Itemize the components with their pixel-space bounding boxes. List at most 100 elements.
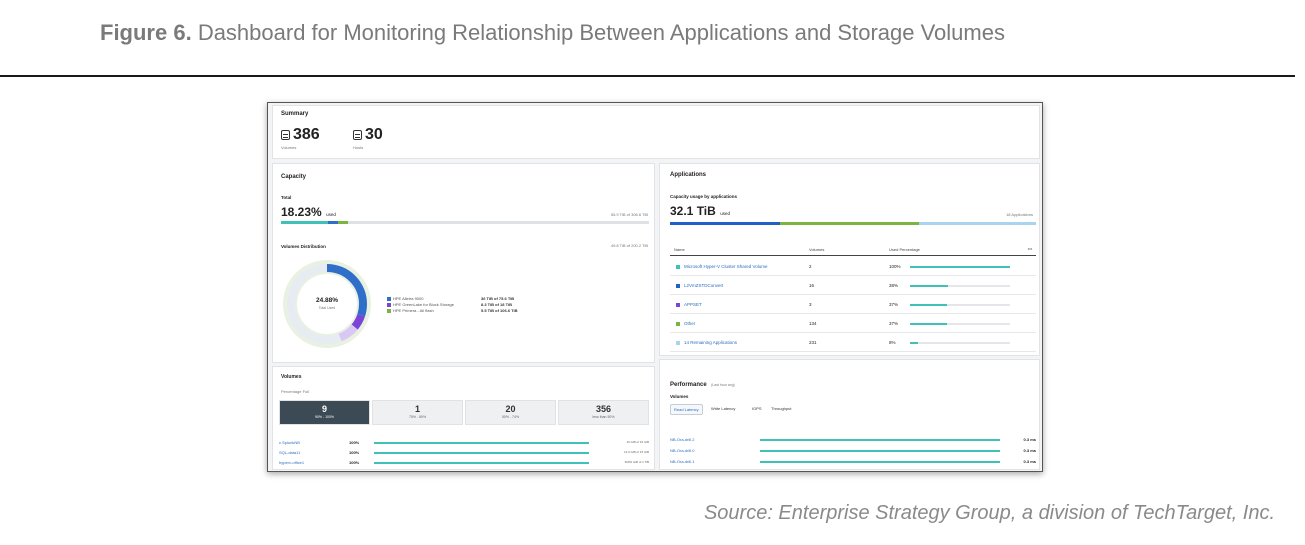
tab-performance-metric[interactable]: Throughput [771, 406, 792, 411]
volume-bar-fill [374, 442, 589, 444]
col-name[interactable]: Name [674, 247, 685, 252]
volume-size: 300% GiB of 1 TiB [624, 460, 649, 464]
volume-size: 16 GiB of 16 GiB [626, 440, 649, 444]
performance-value: 0.3 ms [1023, 437, 1036, 442]
applications-card: Applications Capacity usage by applicati… [659, 163, 1040, 356]
application-swatch [676, 341, 680, 345]
hosts-stat[interactable]: 30 [353, 126, 383, 144]
more-options-icon[interactable]: ••• [1027, 246, 1032, 251]
tab-performance-metric[interactable]: Write Latency [711, 406, 736, 411]
bucket-count: 356 [595, 404, 612, 414]
applications-subtitle: Capacity usage by applications [670, 194, 738, 199]
applications-count: 18 Applications [1006, 212, 1033, 217]
application-row[interactable]: L2VmZSTDConvert 16 38% [670, 277, 1036, 295]
percentage-bucket[interactable]: 356 less than 50% [558, 400, 649, 425]
performance-volumes-label: Volumes [670, 394, 689, 399]
application-row[interactable]: Other 134 37% [670, 315, 1036, 333]
donut-hole [297, 274, 357, 334]
application-name[interactable]: Microsoft Hyper-V Cluster Shared Volume [684, 264, 768, 269]
legend-item: HPE Alletra 9000 36 TiB of 75.6 TiB [387, 296, 514, 301]
bucket-count: 20 [505, 404, 516, 414]
volume-row[interactable]: hyperv-office1 100% 300% GiB of 1 TiB [279, 459, 649, 468]
application-pct: 37% [889, 321, 899, 326]
application-bar-fill [910, 266, 1010, 268]
total-used-text: 55.9 TiB of 306.6 TiB [610, 212, 648, 217]
figure-source: Source: Enterprise Strategy Group, a div… [703, 502, 1275, 524]
volume-row[interactable]: c.SplunkNB 100% 16 GiB of 16 GiB [279, 439, 649, 448]
application-pct: 100% [889, 264, 901, 269]
legend-name: HPE Primera - All flash [393, 308, 434, 313]
performance-volume-name[interactable]: NB-Ora-drill.1 [670, 459, 695, 464]
performance-bar [760, 439, 1000, 441]
performance-title: Performance [670, 382, 707, 388]
bucket-count: 9 [321, 404, 327, 414]
volume-row[interactable]: SQL-data11 100% 14.9 GiB of 15 GiB [279, 449, 649, 458]
performance-volume-name[interactable]: NB-Ora-drill.0 [670, 448, 695, 453]
application-name[interactable]: 14 Remaining Applications [684, 340, 738, 345]
volume-name[interactable]: hyperv-office1 [279, 460, 305, 465]
total-pct: 18.23% [281, 205, 322, 219]
application-bar [910, 342, 1010, 344]
col-used-percentage[interactable]: Used Percentage [889, 247, 920, 252]
server-icon [353, 130, 362, 140]
performance-row[interactable]: NB-Ora-drill.0 0.3 ms [670, 447, 1036, 457]
applications-table-header: Name Volumes Used Percentage ••• [670, 244, 1036, 256]
legend-value: 5.5 TiB of 106.6 TiB [481, 308, 518, 313]
application-volumes: 3 [809, 302, 812, 307]
total-label: Total [281, 195, 292, 200]
summary-title: Summary [281, 111, 309, 117]
dist-title: Volumes Distribution [281, 244, 326, 249]
volumes-title: Volumes [281, 374, 302, 380]
volume-name[interactable]: c.SplunkNB [279, 440, 300, 445]
dashboard-screenshot: Summary 386 Volumes 30 Hosts Capacity To… [267, 102, 1043, 472]
application-bar-fill [910, 285, 948, 287]
performance-value: 0.3 ms [1023, 448, 1036, 453]
applications-used-suffix: used [720, 211, 731, 216]
application-row[interactable]: Microsoft Hyper-V Cluster Shared Volume 2… [670, 258, 1036, 276]
capacity-title: Capacity [281, 174, 307, 180]
application-row[interactable]: APPSET 3 37% [670, 296, 1036, 314]
application-bar-fill [910, 304, 947, 306]
performance-bar [760, 450, 1000, 452]
performance-row[interactable]: NB-Ora-drill.1 0.3 ms [670, 458, 1036, 468]
application-bar [910, 266, 1010, 268]
volume-name[interactable]: SQL-data11 [279, 450, 301, 455]
col-volumes[interactable]: Volumes [809, 247, 825, 252]
percentage-bucket[interactable]: 1 75% - 89% [372, 400, 463, 425]
volume-bar-fill [374, 462, 589, 464]
application-bar-fill [910, 323, 947, 325]
tab-performance-metric[interactable]: Read Latency [670, 404, 703, 415]
application-volumes: 16 [809, 283, 815, 288]
usage-segment [779, 222, 919, 225]
volume-bar [374, 442, 589, 444]
performance-title-row: Performance (Last hour avg) [670, 373, 735, 391]
application-bar [910, 304, 1010, 306]
dist-used-text: 49.8 TiB of 200.2 TiB [610, 243, 648, 248]
figure-caption: Dashboard for Monitoring Relationship Be… [197, 20, 1005, 45]
performance-row[interactable]: NB-Ora-drill.2 0.3 ms [670, 436, 1036, 446]
usage-segment [670, 222, 780, 225]
application-name[interactable]: APPSET [684, 302, 702, 307]
legend-swatch [387, 308, 391, 313]
donut-segment-alletra [287, 264, 367, 344]
applications-usage-bar [670, 222, 1036, 225]
hosts-count: 30 [365, 126, 383, 143]
application-bar [910, 285, 1010, 287]
figure-label: Figure 6. [100, 20, 192, 45]
application-name[interactable]: Other [684, 321, 696, 326]
application-pct: 38% [889, 283, 899, 288]
percentage-bucket[interactable]: 20 50% - 74% [465, 400, 556, 425]
tab-performance-metric[interactable]: IOPS [752, 406, 762, 411]
percentage-bucket[interactable]: 9 90% - 100% [279, 400, 370, 425]
legend-swatch [387, 302, 391, 307]
legend-swatch [387, 296, 391, 301]
performance-volume-name[interactable]: NB-Ora-drill.2 [670, 437, 695, 442]
volumes-distribution-donut [283, 260, 371, 348]
volumes-stat[interactable]: 386 [281, 126, 320, 144]
application-row[interactable]: 14 Remaining Applications 231 8% [670, 334, 1036, 352]
applications-total: 32.1 TiB used [670, 202, 730, 220]
application-name[interactable]: L2VmZSTDConvert [684, 283, 724, 288]
application-swatch [676, 284, 680, 288]
application-swatch [676, 303, 680, 307]
title-divider [0, 75, 1295, 77]
